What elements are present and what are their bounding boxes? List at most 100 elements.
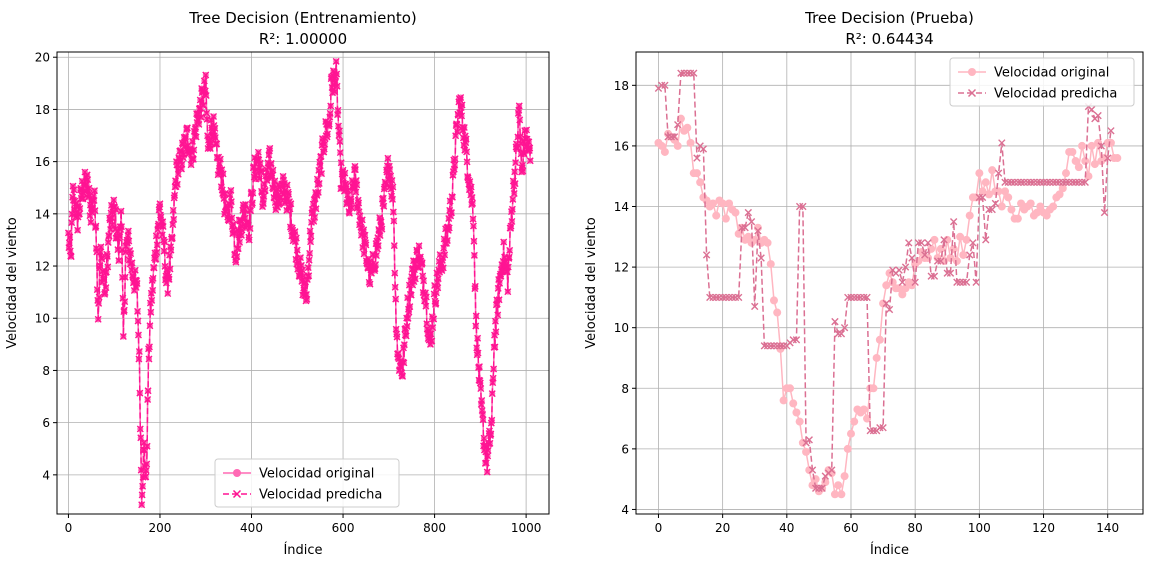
- data-point: [342, 182, 350, 190]
- data-point: [342, 180, 350, 188]
- data-point: [255, 175, 263, 183]
- data-point: [978, 187, 987, 196]
- data-point: [149, 274, 157, 282]
- data-point: [451, 161, 459, 169]
- data-point: [706, 293, 714, 302]
- data-point: [269, 166, 277, 174]
- data-point: [437, 265, 445, 273]
- data-point: [120, 306, 128, 314]
- data-point: [125, 237, 133, 245]
- data-point: [802, 447, 811, 456]
- data-point: [908, 254, 916, 262]
- data-point: [347, 197, 355, 205]
- data-point: [318, 170, 326, 178]
- data-point: [117, 207, 125, 215]
- data-point: [336, 137, 344, 145]
- data-point: [741, 224, 749, 232]
- data-point: [241, 214, 249, 222]
- data-point: [118, 223, 126, 231]
- data-point: [268, 172, 276, 180]
- data-point: [413, 246, 421, 254]
- y-tick-label: 8: [621, 382, 629, 396]
- data-point: [779, 342, 788, 350]
- data-point: [792, 336, 801, 344]
- x-axis-label: Índice: [870, 542, 909, 558]
- data-point: [744, 232, 753, 241]
- data-point: [105, 232, 113, 240]
- data-point: [434, 275, 442, 283]
- legend: Velocidad original Velocidad predicha: [949, 57, 1135, 107]
- data-point: [397, 363, 405, 371]
- data-point: [430, 315, 438, 323]
- legend-label: Velocidad original: [259, 467, 374, 482]
- data-point: [1078, 178, 1086, 186]
- data-point: [376, 232, 384, 240]
- data-point: [500, 238, 508, 246]
- data-point: [67, 253, 75, 261]
- data-point: [478, 397, 486, 405]
- data-point: [1104, 154, 1112, 162]
- data-point: [374, 242, 382, 250]
- data-point: [837, 490, 846, 499]
- data-point: [384, 154, 392, 162]
- data-point: [110, 196, 118, 204]
- data-point: [427, 330, 435, 338]
- data-point: [218, 166, 226, 174]
- data-point: [331, 79, 339, 87]
- data-point: [451, 155, 459, 163]
- data-point: [303, 295, 311, 303]
- data-point: [769, 296, 778, 305]
- data-point: [372, 261, 380, 269]
- data-point: [492, 328, 500, 336]
- data-point: [96, 262, 104, 270]
- chart-title: Tree Decision (Prueba): [804, 9, 974, 27]
- data-point: [298, 266, 306, 274]
- data-point: [525, 138, 533, 146]
- data-point: [660, 147, 669, 156]
- data-point: [464, 174, 472, 182]
- data-point: [795, 202, 804, 211]
- data-point: [471, 282, 479, 290]
- data-point: [372, 252, 380, 260]
- data-point: [434, 284, 442, 292]
- data-point: [508, 205, 516, 213]
- legend-marker: [968, 68, 976, 76]
- data-point: [97, 243, 105, 251]
- x-tick-label: 80: [908, 521, 923, 535]
- data-point: [261, 187, 269, 194]
- data-point: [127, 250, 135, 258]
- data-point: [470, 251, 478, 259]
- data-point: [106, 214, 114, 222]
- data-point: [969, 239, 977, 247]
- legend-label: Velocidad predicha: [259, 488, 382, 503]
- data-point: [285, 190, 293, 198]
- data-point: [389, 183, 397, 191]
- data-point: [189, 155, 197, 163]
- data-point: [138, 501, 146, 509]
- data-point: [463, 148, 471, 156]
- data-point: [65, 239, 73, 247]
- data-point: [360, 226, 368, 234]
- data-point: [276, 199, 284, 207]
- y-tick-label: 6: [42, 416, 50, 430]
- data-point: [311, 213, 319, 221]
- series-original: [654, 114, 1122, 499]
- data-point: [850, 417, 859, 426]
- data-point: [325, 122, 333, 130]
- data-point: [1030, 178, 1038, 186]
- data-point: [149, 286, 157, 294]
- data-point: [728, 293, 736, 302]
- data-point: [256, 159, 264, 167]
- data-point: [1075, 178, 1083, 186]
- data-point: [472, 322, 480, 330]
- series-predicted: [654, 69, 1115, 492]
- data-point: [153, 241, 161, 249]
- data-point: [901, 284, 910, 293]
- axes-frame: [56, 51, 550, 515]
- series-line: [657, 118, 1118, 498]
- data-point: [352, 188, 360, 196]
- data-point: [853, 293, 862, 302]
- data-point: [164, 290, 172, 298]
